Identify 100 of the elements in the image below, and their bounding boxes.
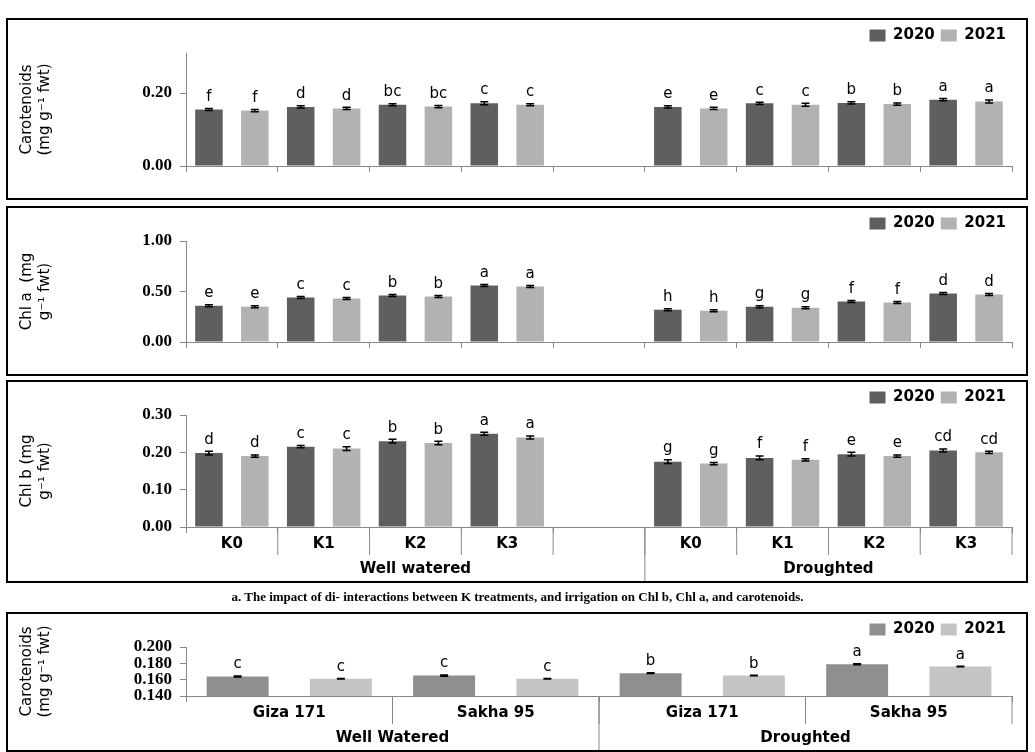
data-label: e (846, 430, 857, 449)
bar (286, 297, 315, 342)
text: a. The impact of di- interactions between K treatments, and irrigation on Chl b, Chl a, and carotenoids. (230, 589, 805, 605)
bar (883, 302, 912, 342)
data-label: d (938, 270, 948, 289)
data-label: g (708, 440, 719, 459)
bar (699, 108, 728, 166)
data-label: f (206, 86, 213, 105)
data-label: c (801, 81, 810, 100)
x-tick-label: K0 (679, 533, 702, 552)
data-label: h (708, 288, 719, 307)
bar (195, 305, 223, 342)
bar (699, 310, 728, 342)
bar (975, 294, 1003, 342)
y-tick-label: 0.00 (142, 331, 172, 351)
data-label: b (387, 417, 398, 436)
bar (241, 306, 269, 342)
bar (470, 103, 499, 166)
legend-label: 2021 (964, 619, 1006, 638)
bar (241, 456, 269, 527)
data-label: a (525, 414, 535, 433)
data-label: e (250, 284, 260, 303)
bar (286, 106, 315, 166)
data-label: b (892, 81, 903, 100)
data-label: b (433, 419, 444, 438)
bar (699, 463, 728, 527)
bar (975, 101, 1003, 166)
data-label: cd (980, 429, 998, 448)
data-label: f (848, 278, 855, 297)
y-axis-title: Carotenoids (mg g⁻¹ fwt) (16, 625, 53, 718)
bar (883, 104, 912, 166)
bar (516, 437, 544, 527)
data-label: b (433, 273, 444, 292)
data-label: c (755, 80, 764, 99)
y-tick-label: 0.50 (142, 280, 172, 300)
data-label: d (984, 271, 994, 290)
bar (378, 295, 407, 342)
data-label: d (204, 429, 214, 448)
text: Droughted (760, 727, 851, 746)
bar (929, 450, 957, 527)
bar (837, 301, 866, 342)
x-tick-label: Giza 171 (665, 702, 739, 721)
legend-label: 2020 (893, 619, 935, 638)
bar (654, 309, 682, 342)
data-label: c (336, 657, 345, 675)
bar (424, 443, 453, 527)
data-label: d (295, 84, 306, 103)
bar (791, 307, 820, 342)
data-label: f (252, 87, 259, 106)
bar (654, 106, 682, 166)
data-label: bc (383, 82, 402, 101)
x-tick-label: Sakha 95 (456, 702, 535, 721)
x-tick-label: K1 (312, 533, 335, 552)
data-label: b (387, 272, 398, 291)
data-label: g (754, 284, 765, 303)
data-label: f (802, 437, 809, 456)
x-tick-label: K3 (496, 533, 519, 552)
y-tick-label: 0.00 (142, 516, 172, 536)
data-label: e (663, 84, 673, 103)
data-label: c (342, 425, 351, 444)
bar (470, 433, 499, 527)
bar (470, 285, 499, 342)
data-label: cd (934, 427, 953, 446)
data-label: a (525, 263, 535, 282)
data-label: c (543, 657, 552, 675)
data-label: a (938, 76, 948, 95)
data-label: e (892, 433, 902, 452)
data-label: d (250, 433, 260, 452)
y-tick-label: 1.00 (142, 230, 172, 250)
data-label: c (526, 82, 535, 101)
x-tick-label: K2 (404, 533, 427, 552)
bar (745, 103, 774, 166)
bar (332, 108, 361, 166)
data-label: c (296, 274, 305, 293)
data-label: f (894, 279, 901, 298)
bar (791, 459, 820, 527)
bar (332, 448, 361, 527)
bar (378, 441, 407, 527)
legend-label: 2021 (964, 25, 1006, 44)
text: Droughted (783, 558, 874, 577)
legend-label: 2021 (964, 387, 1006, 406)
data-label: g (800, 285, 811, 304)
data-label: bc (429, 83, 448, 102)
legend-label: 2020 (893, 387, 935, 406)
data-label: f (756, 434, 763, 453)
text: Well watered (359, 558, 472, 577)
y-axis-title: Chl a (mg g⁻¹ fwt) (16, 252, 53, 331)
data-label: a (984, 78, 994, 97)
x-tick-label: Giza 171 (252, 702, 326, 721)
y-axis-title: Chl b (mg g⁻¹ fwt) (16, 434, 53, 508)
bar (195, 453, 223, 527)
bar (195, 109, 223, 166)
bar (332, 298, 361, 342)
data-label: b (749, 653, 759, 672)
data-label: g (663, 438, 673, 457)
bar (837, 102, 866, 166)
bar (975, 452, 1003, 527)
bar (286, 446, 315, 527)
x-tick-label: K3 (955, 533, 978, 552)
bar (745, 306, 774, 342)
